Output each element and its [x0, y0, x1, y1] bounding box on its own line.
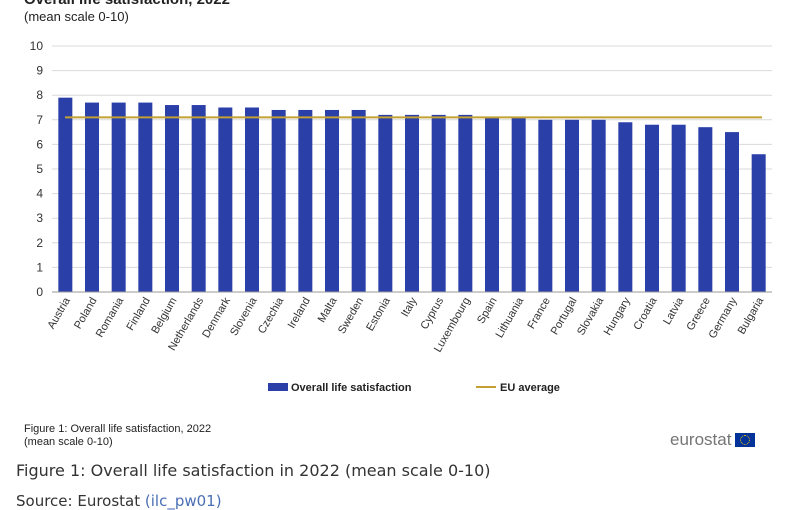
bar	[351, 109, 366, 293]
bar	[698, 127, 713, 293]
source-link[interactable]: (ilc_pw01)	[144, 492, 222, 510]
chart-title: Overall life satisfaction, 2022	[24, 0, 230, 8]
source-prefix: Source: Eurostat	[16, 492, 141, 510]
bar	[458, 114, 473, 292]
x-tick-label: Latvia	[661, 295, 687, 327]
x-tick-label: Poland	[72, 296, 100, 332]
x-tick-label: Slovenia	[228, 295, 260, 338]
x-tick-label: Italy	[399, 295, 420, 319]
x-tick-label: Spain	[475, 296, 499, 326]
y-tick-label: 4	[36, 187, 43, 201]
y-tick-label: 7	[36, 113, 43, 127]
x-tick-label: France	[525, 296, 553, 332]
bar	[85, 102, 99, 292]
x-tick-label: Hungary	[602, 295, 633, 337]
bar	[378, 114, 393, 292]
bar	[218, 107, 233, 292]
bar	[111, 102, 126, 292]
bar	[618, 122, 633, 292]
bar	[271, 109, 286, 293]
x-tick-label: Finland	[125, 296, 153, 333]
y-tick-label: 8	[36, 88, 43, 102]
chart-subtitle: (mean scale 0-10)	[24, 9, 129, 24]
y-tick-label: 10	[30, 39, 44, 53]
y-tick-label: 3	[36, 211, 43, 225]
y-tick-label: 6	[36, 137, 43, 151]
bar	[565, 119, 579, 292]
bar	[725, 132, 739, 292]
figure-note: Figure 1: Overall life satisfaction, 202…	[24, 423, 211, 449]
x-tick-label: Bulgaria	[736, 295, 767, 337]
bar	[405, 114, 419, 292]
y-tick-label: 5	[36, 162, 43, 176]
eurostat-logo[interactable]: eurostat	[670, 430, 756, 450]
legend-label: Overall life satisfaction	[291, 382, 412, 394]
legend-swatch-bars	[268, 383, 288, 391]
x-tick-label: Czechia	[256, 295, 287, 336]
figure-note-line1: Figure 1: Overall life satisfaction, 202…	[24, 423, 212, 435]
logo-text: eurostat	[670, 430, 732, 449]
y-tick-label: 1	[36, 260, 43, 274]
bar	[751, 154, 766, 292]
bar	[325, 109, 339, 293]
legend-label: EU average	[500, 382, 560, 394]
bar	[245, 107, 259, 292]
y-tick-label: 2	[36, 236, 43, 250]
y-tick-label: 0	[36, 285, 43, 299]
bar	[165, 105, 179, 292]
x-tick-label: Sweden	[336, 296, 366, 336]
bar	[191, 105, 206, 292]
x-tick-label: Cyprus	[418, 295, 446, 332]
bar	[645, 124, 659, 292]
bar	[58, 97, 73, 292]
bar	[298, 109, 313, 293]
bar	[591, 119, 606, 292]
x-tick-label: Croatia	[631, 295, 660, 332]
x-tick-label: Estonia	[364, 295, 393, 334]
page-caption: Figure 1: Overall life satisfaction in 2…	[16, 461, 491, 480]
bar	[485, 117, 499, 292]
x-tick-label: Austria	[45, 295, 73, 331]
bar	[431, 114, 446, 292]
x-tick-label: Malta	[316, 295, 340, 325]
eu-flag-icon	[735, 433, 756, 447]
x-tick-label: Greece	[685, 296, 713, 333]
bar	[538, 119, 553, 292]
bar	[138, 102, 153, 292]
bar	[671, 124, 686, 292]
y-tick-label: 9	[36, 64, 43, 78]
source-line: Source: Eurostat (ilc_pw01)	[16, 492, 222, 510]
figure-note-line2: (mean scale 0-10)	[24, 436, 113, 448]
x-tick-label: Ireland	[286, 296, 313, 331]
bar	[511, 117, 526, 292]
